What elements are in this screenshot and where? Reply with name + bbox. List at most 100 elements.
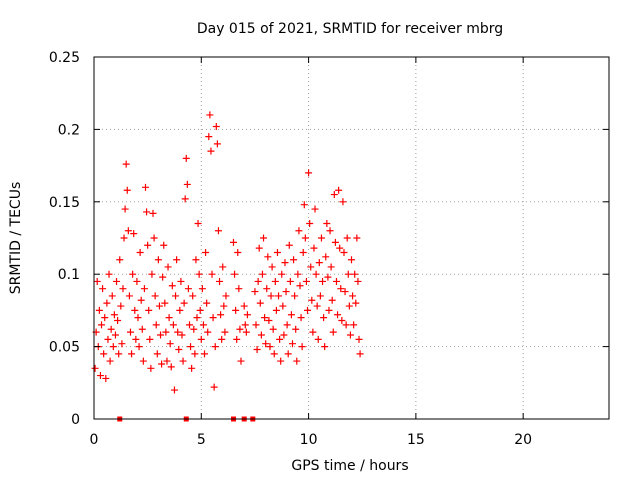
data-point: [207, 147, 215, 155]
data-point: [342, 321, 350, 329]
data-point: [278, 270, 286, 278]
data-point: [354, 277, 362, 285]
data-point: [328, 296, 336, 304]
data-point: [120, 234, 128, 242]
data-point: [95, 306, 103, 314]
data-point: [217, 311, 225, 319]
data-point: [117, 302, 125, 310]
y-tick-label: 0.25: [49, 50, 80, 66]
data-point: [173, 256, 181, 264]
data-point: [190, 325, 198, 333]
data-point: [142, 183, 149, 191]
data-point: [159, 273, 167, 281]
data-point: [258, 270, 266, 278]
data-point: [253, 345, 261, 353]
data-point: [355, 335, 363, 343]
data-point: [284, 350, 292, 358]
data-point: [307, 263, 315, 271]
data-point: [148, 270, 156, 278]
data-point: [336, 244, 344, 252]
data-point: [192, 256, 200, 264]
data-point: [317, 234, 325, 242]
data-point: [280, 331, 288, 339]
data-point: [242, 328, 250, 336]
data-point: [164, 263, 172, 271]
data-point: [301, 234, 309, 242]
data-point: [293, 357, 301, 365]
data-point: [143, 208, 151, 216]
data-point: [208, 270, 216, 278]
data-point: [306, 220, 314, 228]
data-point: [147, 364, 155, 372]
data-point: [235, 285, 243, 293]
data-point: [267, 292, 275, 300]
data-point: [291, 292, 299, 300]
data-point: [268, 263, 276, 271]
data-point: [167, 363, 175, 371]
data-point: [310, 244, 318, 252]
data-point: [130, 230, 138, 238]
data-point: [209, 314, 217, 322]
data-point: [196, 306, 204, 314]
data-point: [352, 299, 360, 307]
data-point: [157, 331, 165, 339]
data-point: [163, 357, 171, 365]
data-point: [149, 209, 157, 217]
data-point: [203, 299, 211, 307]
chart-title: Day 015 of 2021, SRMTID for receiver mbr…: [197, 21, 503, 37]
axis-ticks: [93, 56, 609, 420]
data-point: [222, 292, 230, 300]
data-point: [100, 350, 108, 358]
data-point: [125, 292, 133, 300]
data-point: [299, 248, 307, 256]
data-point: [124, 227, 132, 235]
data-point: [348, 256, 355, 264]
plot-frame: [93, 56, 610, 420]
data-point: [116, 256, 124, 264]
data-point: [272, 306, 280, 314]
data-point: [275, 292, 283, 300]
data-point: [321, 343, 329, 351]
data-point: [152, 321, 160, 329]
data-point: [322, 253, 330, 261]
data-point: [263, 285, 271, 293]
data-point: [138, 325, 146, 333]
data-point: [202, 248, 210, 256]
data-point: [349, 292, 357, 300]
data-point: [292, 325, 300, 333]
data-point: [316, 292, 324, 300]
data-point: [220, 302, 228, 310]
data-point: [335, 186, 343, 194]
y-tick-label: 0.05: [49, 340, 80, 356]
data-point: [187, 343, 195, 351]
data-point: [146, 335, 154, 343]
data-point: [340, 248, 348, 256]
y-tick-labels: 0 0.05 0.1 0.15 0.2 0.25: [49, 50, 80, 428]
data-point: [131, 306, 139, 314]
data-point: [298, 343, 306, 351]
data-point: [255, 244, 263, 252]
data-point: [221, 328, 229, 336]
data-point: [96, 372, 104, 380]
data-point: [265, 317, 273, 325]
data-point: [111, 331, 119, 339]
data-point: [139, 357, 147, 365]
data-point: [170, 386, 178, 394]
data-point: [243, 311, 251, 319]
data-point: [194, 220, 202, 228]
data-point: [256, 299, 264, 307]
data-point: [237, 357, 245, 365]
data-point: [137, 296, 145, 304]
data-point: [282, 288, 290, 296]
data-point: [232, 306, 240, 314]
data-point: [133, 277, 141, 285]
data-point: [312, 270, 320, 278]
data-point: [233, 335, 241, 343]
data-point: [311, 205, 319, 213]
data-point: [327, 263, 335, 271]
x-tick-label: 20: [514, 432, 532, 448]
data-point: [326, 227, 334, 235]
data-point: [128, 350, 136, 358]
data-point: [212, 123, 220, 131]
